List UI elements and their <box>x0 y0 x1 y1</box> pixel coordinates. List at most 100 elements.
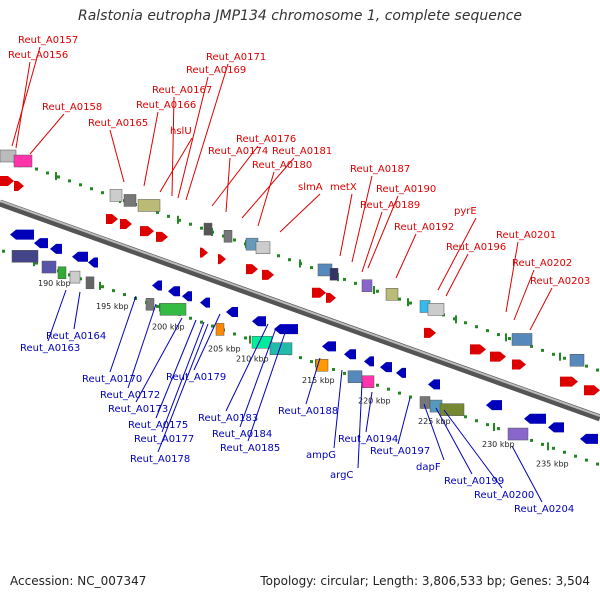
forward-gene-label: pyrE <box>454 206 477 217</box>
reverse-gene-label: Reut_A0178 <box>130 454 190 465</box>
tick-label: 215 kbp <box>302 376 335 385</box>
reverse-gene-arrow <box>152 280 162 291</box>
domain-box <box>11 250 39 263</box>
reverse-gene-arrow <box>200 297 210 308</box>
ruler-dot <box>222 234 225 238</box>
domain-box <box>203 222 213 236</box>
domain-box <box>145 298 155 311</box>
leader-line <box>159 137 193 193</box>
ruler-dot <box>189 222 192 226</box>
domain-box <box>511 333 533 346</box>
leader-line <box>225 157 231 213</box>
domain-box <box>255 241 271 254</box>
domain-box <box>507 427 529 441</box>
forward-gene-arrow <box>490 351 506 362</box>
reverse-gene-arrow <box>50 243 62 254</box>
leader-line <box>127 303 157 389</box>
forward-gene-label: Reut_A0190 <box>376 184 436 195</box>
ruler-dot <box>57 175 60 179</box>
leader-line <box>247 329 287 442</box>
reverse-gene-label: Reut_A0184 <box>212 429 272 440</box>
forward-gene-arrow <box>218 254 226 265</box>
leader-line <box>305 357 321 405</box>
ruler-dot <box>464 321 467 325</box>
ruler-dot <box>552 446 555 450</box>
leader-line <box>161 321 205 433</box>
reverse-gene-arrow <box>580 433 598 444</box>
domain-box <box>347 370 363 383</box>
reverse-gene-label: dapF <box>416 462 441 473</box>
leader-line <box>443 409 503 489</box>
forward-gene-label: Reut_A0169 <box>186 65 246 76</box>
leader-line <box>505 241 519 313</box>
forward-gene-arrow <box>140 226 154 237</box>
leader-line <box>365 391 373 433</box>
ruler-dot <box>112 289 115 293</box>
forward-gene-arrow <box>560 376 578 387</box>
ruler-dot <box>596 462 599 466</box>
tick-label: 225 kbp <box>418 417 451 426</box>
leader-line <box>351 175 373 263</box>
leader-line <box>361 211 383 273</box>
ruler-dot <box>233 238 236 242</box>
ruler-dot <box>475 419 478 423</box>
reverse-gene-label: Reut_A0199 <box>444 476 504 487</box>
ruler-dot <box>398 297 401 301</box>
ruler-dot <box>343 277 346 281</box>
ruler-dot <box>585 458 588 462</box>
leader-line <box>177 76 209 199</box>
forward-gene-label: Reut_A0201 <box>496 230 556 241</box>
forward-gene-arrow <box>246 264 258 275</box>
ruler-dot <box>563 356 566 360</box>
domain-box <box>57 266 67 280</box>
ruler-dot <box>101 191 104 195</box>
leader-line <box>73 291 81 330</box>
forward-gene-label: Reut_A0156 <box>8 50 68 61</box>
domain-box <box>123 194 137 207</box>
leader-line <box>279 193 321 233</box>
reverse-gene-label: Reut_A0170 <box>82 374 142 385</box>
leader-line <box>185 63 229 201</box>
reverse-gene-arrow <box>380 362 392 373</box>
reverse-gene-label: Reut_A0164 <box>46 331 106 342</box>
forward-gene-label: slmA <box>298 182 323 193</box>
domain-box <box>361 279 373 292</box>
ruler-dot <box>563 450 566 454</box>
ruler-dot <box>596 368 599 372</box>
forward-gene-arrow <box>200 247 208 258</box>
domain-box <box>13 154 33 168</box>
ruler-dot <box>35 167 38 171</box>
leader-line <box>339 193 353 257</box>
tick-label: 195 kbp <box>96 302 129 311</box>
forward-gene-label: Reut_A0192 <box>394 222 454 233</box>
forward-gene-arrow <box>262 269 274 280</box>
reverse-gene-arrow <box>72 251 88 262</box>
reverse-gene-arrow <box>252 316 266 327</box>
leader-line <box>241 157 295 219</box>
ruler-dot <box>332 367 335 371</box>
forward-gene-label: Reut_A0196 <box>446 242 506 253</box>
reverse-gene-label: Reut_A0172 <box>100 390 160 401</box>
ruler-dot <box>398 391 401 395</box>
forward-gene-arrow <box>470 344 486 355</box>
reverse-gene-label: Reut_A0185 <box>220 443 280 454</box>
tick-label: 210 kbp <box>236 355 269 364</box>
reverse-gene-arrow <box>364 356 374 367</box>
ruler-dot <box>508 337 511 341</box>
forward-gene-arrow <box>106 213 118 224</box>
forward-gene-label: Reut_A0166 <box>136 100 196 111</box>
ruler-dot <box>464 415 467 419</box>
domain-box <box>137 199 161 212</box>
domain-box <box>329 268 339 281</box>
reverse-gene-arrow <box>524 413 546 424</box>
ruler-dot <box>486 423 489 427</box>
leader-line <box>529 287 553 331</box>
ruler-dot <box>200 320 203 324</box>
forward-gene-label: Reut_A0165 <box>88 118 148 129</box>
forward-gene-arrow <box>326 292 336 303</box>
leader-line <box>239 327 277 428</box>
domain-box <box>0 149 17 163</box>
ruler-dot <box>167 214 170 218</box>
domain-box <box>569 354 585 367</box>
